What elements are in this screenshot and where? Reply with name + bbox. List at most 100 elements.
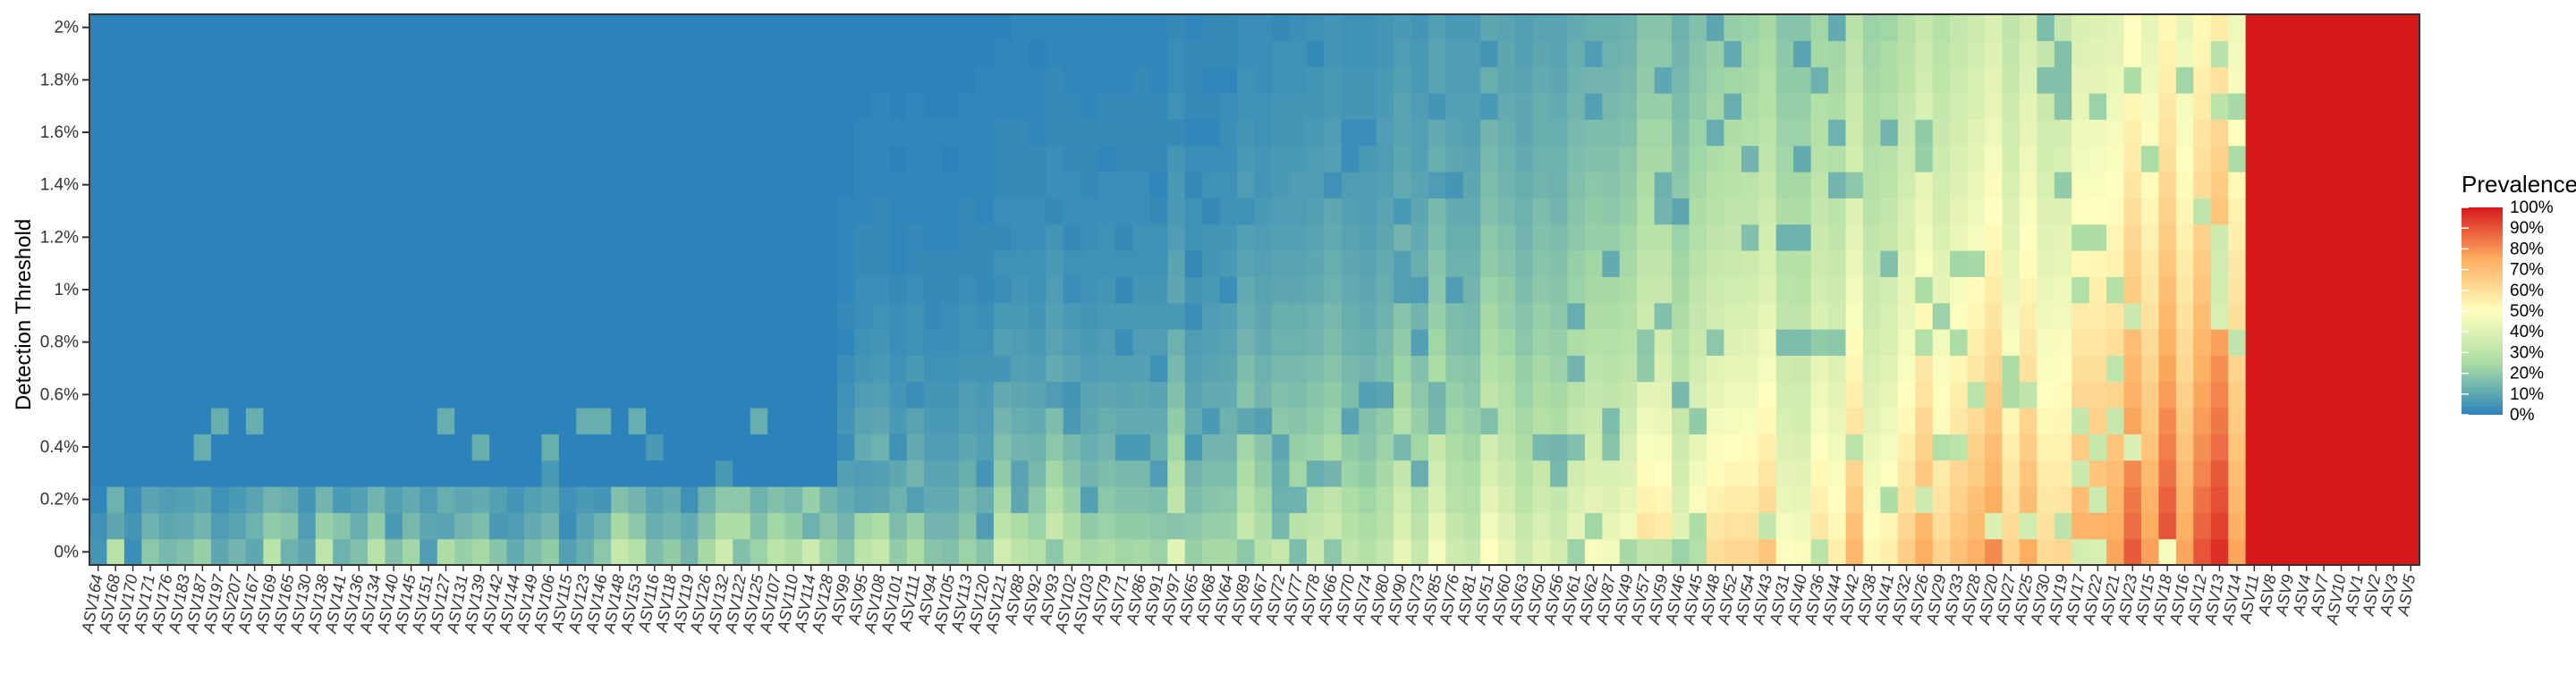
heat-cell (1341, 250, 1360, 277)
heat-cell (1584, 381, 1603, 409)
heat-cell (1497, 512, 1516, 540)
heat-cell (1672, 250, 1690, 277)
heat-cell (333, 355, 352, 383)
heat-cell (298, 329, 317, 356)
heat-cell (1184, 302, 1203, 330)
heat-cell (1149, 250, 1168, 277)
heat-cell (315, 512, 334, 540)
heat-cell (558, 66, 577, 94)
heat-cell (1880, 276, 1899, 304)
heat-cell (2367, 302, 2385, 330)
heat-cell (1132, 119, 1151, 147)
heat-cell (611, 66, 630, 94)
heat-cell (906, 538, 925, 566)
heat-cell (1359, 408, 1377, 434)
heat-cell (89, 434, 108, 461)
heat-cell (1637, 355, 1656, 383)
heat-cell (993, 459, 1012, 487)
heat-cell (1114, 223, 1134, 251)
heat-cell (1080, 250, 1099, 277)
heat-cell (211, 14, 230, 41)
heat-cell (1428, 40, 1446, 68)
heat-cell (2297, 66, 2316, 94)
heat-cell (1202, 145, 1221, 173)
heat-cell (698, 119, 716, 147)
heat-cell (176, 355, 195, 383)
heat-cell (2019, 302, 2038, 330)
heat-cell (1028, 408, 1046, 434)
heat-cell (611, 512, 630, 540)
heat-cell (1046, 223, 1064, 251)
heat-cell (1619, 93, 1638, 120)
heat-cell (1549, 329, 1569, 356)
heat-cell (1359, 302, 1377, 330)
y-tick-label: 1.8% (40, 71, 79, 89)
legend-label: 0% (2510, 406, 2535, 425)
heat-cell (1932, 250, 1951, 277)
heat-cell (2297, 276, 2316, 304)
heat-cell (1184, 119, 1203, 147)
heat-cell (1515, 434, 1534, 461)
heat-cell (802, 538, 821, 566)
heat-cell (784, 276, 803, 304)
heat-cell (802, 355, 821, 383)
heat-cell (1915, 250, 1934, 277)
heat-cell (924, 302, 943, 330)
heat-cell (193, 538, 212, 566)
heat-cell (1758, 355, 1777, 383)
heat-cell (1376, 381, 1394, 409)
heat-cell (2054, 486, 2072, 513)
heat-cell (436, 198, 455, 225)
heat-cell (819, 512, 838, 540)
heat-cell (106, 66, 125, 94)
heat-cell (1289, 40, 1308, 68)
heat-cell (611, 381, 630, 409)
heat-cell (1775, 408, 1794, 434)
heat-cell (2054, 223, 2072, 251)
heat-cell (1063, 93, 1081, 120)
heat-cell (2332, 434, 2351, 461)
heat-cell (1202, 486, 1221, 513)
heat-cell (1219, 459, 1238, 487)
heat-cell (211, 434, 230, 461)
heat-cell (1324, 486, 1343, 513)
heat-cell (733, 93, 751, 120)
heat-cell (2140, 145, 2159, 173)
heat-cell (1845, 250, 1864, 277)
heat-cell (298, 459, 317, 487)
heat-cell (333, 14, 352, 41)
heat-cell (471, 145, 490, 173)
heat-cell (2367, 538, 2385, 566)
heat-cell (1862, 302, 1881, 330)
heat-cell (1011, 538, 1030, 566)
heat-cell (1897, 145, 1916, 173)
heat-cell (2367, 434, 2385, 461)
heat-cell (1584, 434, 1603, 461)
heat-cell (1654, 223, 1673, 251)
heat-cell (1097, 381, 1116, 409)
heat-cell (1967, 276, 1986, 304)
heat-cell (1167, 14, 1186, 41)
heat-cell (350, 302, 369, 330)
heat-cell (1341, 381, 1360, 409)
heat-cell (2106, 276, 2125, 304)
heat-cell (141, 355, 160, 383)
heat-cell (1741, 538, 1759, 566)
heat-cell (593, 434, 612, 461)
heat-cell (576, 66, 595, 94)
heat-cell (1167, 276, 1186, 304)
heat-cell (663, 145, 682, 173)
heat-cell (889, 302, 908, 330)
heat-cell (368, 276, 386, 304)
heat-cell (854, 512, 873, 540)
heat-cell (2385, 93, 2403, 120)
heat-cell (1462, 486, 1481, 513)
heat-cell (1132, 302, 1151, 330)
heat-cell (889, 355, 908, 383)
heat-cell (2175, 434, 2194, 461)
heat-cell (1741, 381, 1759, 409)
heat-cell (1202, 381, 1221, 409)
heat-cell (1532, 40, 1551, 68)
heat-cell (1480, 40, 1499, 68)
heat-cell (784, 459, 803, 487)
